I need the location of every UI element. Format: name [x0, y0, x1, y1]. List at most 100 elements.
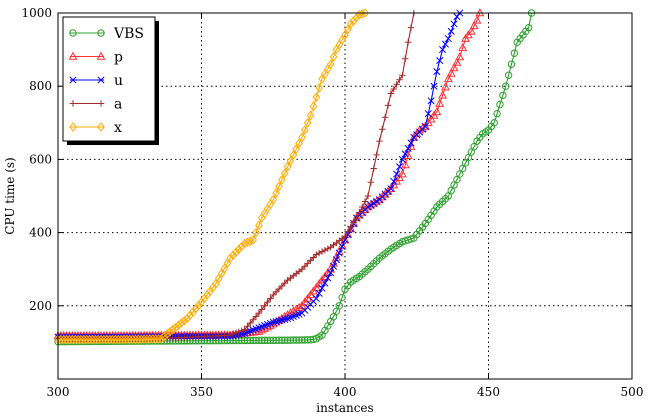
- series-point-a: [376, 137, 383, 145]
- series-point-x: [134, 334, 143, 344]
- legend-marker-VBS: [97, 29, 105, 37]
- series-point-a: [364, 192, 372, 200]
- series-point-x: [114, 334, 123, 345]
- series-point-a: [307, 257, 314, 264]
- series-point-u: [395, 163, 404, 171]
- series-point-a: [227, 331, 234, 339]
- series-point-x: [143, 334, 151, 344]
- series-point-a: [387, 90, 395, 97]
- series-point-u: [439, 46, 447, 54]
- series-point-p: [383, 186, 393, 195]
- series-point-a: [381, 114, 389, 121]
- series-point-u: [398, 155, 406, 163]
- series-point-x: [74, 334, 82, 345]
- series-point-a: [232, 329, 240, 337]
- series-point-VBS: [490, 119, 498, 127]
- series-point-x: [295, 138, 303, 149]
- series-point-a: [370, 165, 377, 172]
- series-point-x: [300, 125, 309, 135]
- legend-item-x: x: [69, 120, 122, 136]
- legend-item-p: p: [68, 50, 123, 66]
- series-point-u: [387, 185, 395, 193]
- series-point-u: [321, 279, 329, 287]
- series-point-p: [466, 26, 476, 35]
- legend-label-u: u: [114, 73, 123, 89]
- series-point-x: [180, 316, 189, 326]
- series-point-p: [400, 160, 410, 169]
- series-point-u: [318, 284, 326, 292]
- x-tick-label-500: 500: [621, 385, 644, 399]
- series-point-x: [326, 59, 335, 70]
- series-point-u: [315, 289, 323, 297]
- series-point-u: [424, 110, 432, 118]
- series-point-x: [59, 334, 68, 345]
- series-point-a: [267, 295, 274, 302]
- series-point-x: [171, 322, 180, 333]
- series-point-a: [356, 209, 363, 216]
- series-point-a: [399, 72, 406, 79]
- series-point-p: [380, 189, 390, 198]
- series-point-x: [186, 310, 194, 321]
- series-point-u: [430, 82, 438, 90]
- series-point-u: [393, 170, 401, 178]
- series-point-VBS: [507, 60, 516, 68]
- series-point-x: [255, 220, 263, 231]
- series-point-p: [452, 57, 462, 66]
- series-point-p: [469, 20, 479, 30]
- series-point-p: [446, 68, 456, 77]
- series-point-x: [344, 24, 352, 35]
- series-point-x: [168, 324, 177, 335]
- series-point-x: [108, 334, 117, 345]
- series-point-VBS: [263, 336, 272, 345]
- series-point-u: [335, 249, 343, 257]
- series-point-a: [278, 282, 286, 290]
- series-point-a: [367, 179, 375, 186]
- series-point-x: [272, 188, 280, 198]
- series-point-a: [402, 55, 409, 62]
- series-point-u: [427, 97, 435, 105]
- legend-marker-u: [97, 76, 105, 84]
- legend-marker-p: [68, 51, 78, 60]
- series-point-p: [449, 63, 459, 72]
- series-point-x: [361, 8, 369, 18]
- series-point-VBS: [246, 336, 254, 345]
- series-point-p: [377, 192, 387, 201]
- series-point-VBS: [335, 302, 343, 310]
- series-point-x: [243, 237, 252, 248]
- series-point-VBS: [338, 293, 346, 302]
- series-point-a: [247, 319, 254, 327]
- series-point-a: [373, 151, 380, 159]
- series-point-a: [353, 214, 360, 222]
- series-point-x: [289, 150, 298, 160]
- series-point-x: [82, 334, 91, 345]
- series-point-p: [443, 74, 453, 83]
- series-point-u: [327, 269, 335, 277]
- series-point-x: [329, 52, 338, 62]
- series-point-a: [238, 327, 245, 334]
- series-point-VBS: [502, 82, 510, 90]
- series-point-a: [235, 328, 243, 335]
- series-point-a: [261, 302, 268, 309]
- y-axis-label: CPU time (s): [3, 157, 17, 234]
- series-point-x: [278, 175, 286, 185]
- series-point-a: [301, 263, 309, 270]
- series-point-a: [393, 81, 400, 88]
- series-point-VBS: [301, 336, 309, 344]
- series-point-VBS: [298, 336, 306, 344]
- legend-item-a: a: [69, 97, 122, 113]
- series-point-VBS: [510, 49, 519, 57]
- series-point-VBS: [272, 336, 280, 344]
- series-point-x: [100, 334, 108, 345]
- x-tick-label-400: 400: [334, 385, 357, 399]
- series-point-x: [246, 236, 255, 246]
- legend-item-VBS: VBS: [69, 26, 144, 42]
- x-tick-label-350: 350: [190, 385, 213, 399]
- series-point-VBS: [255, 336, 263, 345]
- series-point-u: [421, 122, 429, 131]
- series-point-u: [407, 139, 415, 147]
- series-point-x: [65, 334, 74, 345]
- series-point-x: [269, 194, 278, 205]
- series-point-p: [432, 106, 442, 116]
